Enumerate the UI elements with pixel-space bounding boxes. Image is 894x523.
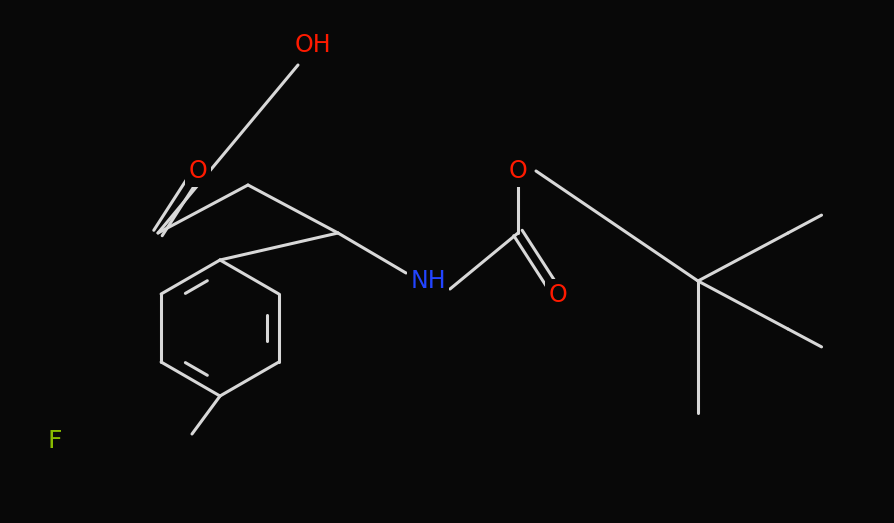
Text: NH: NH [409,269,445,293]
Text: O: O [508,159,527,183]
Text: O: O [189,159,207,183]
Text: OH: OH [294,33,331,57]
Text: F: F [47,429,63,453]
Text: O: O [548,283,567,307]
